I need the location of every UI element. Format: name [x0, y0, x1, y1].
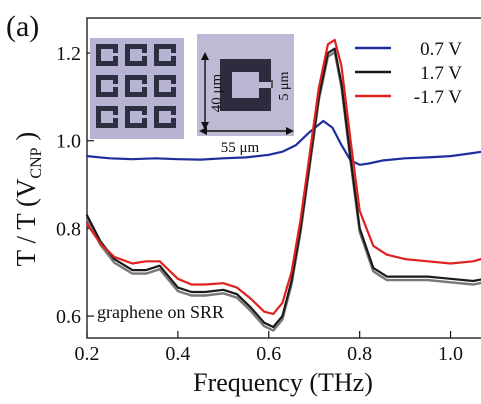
srr-cell-inner	[101, 80, 113, 92]
x-axis-label: Frequency (THz)	[193, 368, 373, 397]
srr-cell-gap	[171, 115, 177, 118]
inset-micrograph: 40 μm 55 μm 5 μm	[90, 34, 294, 156]
width-arrow-right	[286, 127, 294, 135]
srr-cell-inner	[130, 49, 142, 61]
plot-frame	[86, 17, 481, 339]
srr-cell-inner	[159, 80, 171, 92]
width-arrow-left	[199, 127, 207, 135]
srr-cell-inner	[159, 111, 171, 123]
series-line-0	[85, 119, 481, 166]
y-tick-label: 1.0	[56, 131, 81, 153]
gap-dimension-label: 5 μm	[277, 71, 292, 100]
srr-cell-gap	[142, 53, 148, 56]
srr-array	[96, 44, 177, 128]
height-arrow-top	[201, 52, 209, 60]
series-lines	[85, 38, 481, 332]
x-tick-label: 0.2	[75, 343, 100, 365]
srr-cell-gap	[171, 84, 177, 87]
panel-label: (a)	[6, 10, 39, 43]
x-tick-label: 0.8	[347, 343, 372, 365]
srr-single-gap	[259, 82, 273, 88]
srr-cell-inner	[130, 111, 142, 123]
width-dimension-label: 55 μm	[221, 140, 260, 156]
height-dimension-label: 40 μm	[209, 73, 225, 112]
srr-cell-gap	[142, 84, 148, 87]
y-tick-label: 0.8	[56, 218, 81, 240]
y-axis-label-sub: CNP	[28, 147, 45, 178]
height-arrow-bottom	[201, 122, 209, 130]
x-tick-label: 0.4	[165, 343, 190, 365]
y-tick-label: 1.2	[56, 43, 81, 65]
legend: 0.7 V 1.7 V -1.7 V	[355, 39, 462, 108]
srr-cell-gap	[113, 115, 119, 118]
srr-cell-gap	[113, 84, 119, 87]
legend-label: 0.7 V	[420, 39, 462, 60]
srr-cell-inner	[101, 111, 113, 123]
x-tick-label: 1.0	[438, 343, 463, 365]
srr-cell-gap	[113, 53, 119, 56]
y-axis-label: T / T (VCNP )	[11, 132, 45, 267]
y-axis-label-close: )	[11, 132, 41, 148]
series-line-1	[85, 47, 481, 329]
series-line-2	[85, 38, 481, 315]
srr-cell-inner	[159, 49, 171, 61]
srr-cell-inner	[101, 49, 113, 61]
y-axis-label-main: T / T (V	[11, 178, 41, 266]
srr-single-inner	[232, 72, 259, 98]
graphene-annotation: graphene on SRR	[97, 302, 224, 322]
legend-label: 1.7 V	[420, 63, 462, 84]
x-tick-label: 0.6	[256, 343, 281, 365]
legend-label: -1.7 V	[414, 87, 462, 108]
srr-cell-gap	[171, 53, 177, 56]
srr-cell-inner	[130, 80, 142, 92]
y-tick-label: 0.6	[56, 306, 81, 328]
srr-cell-gap	[142, 115, 148, 118]
